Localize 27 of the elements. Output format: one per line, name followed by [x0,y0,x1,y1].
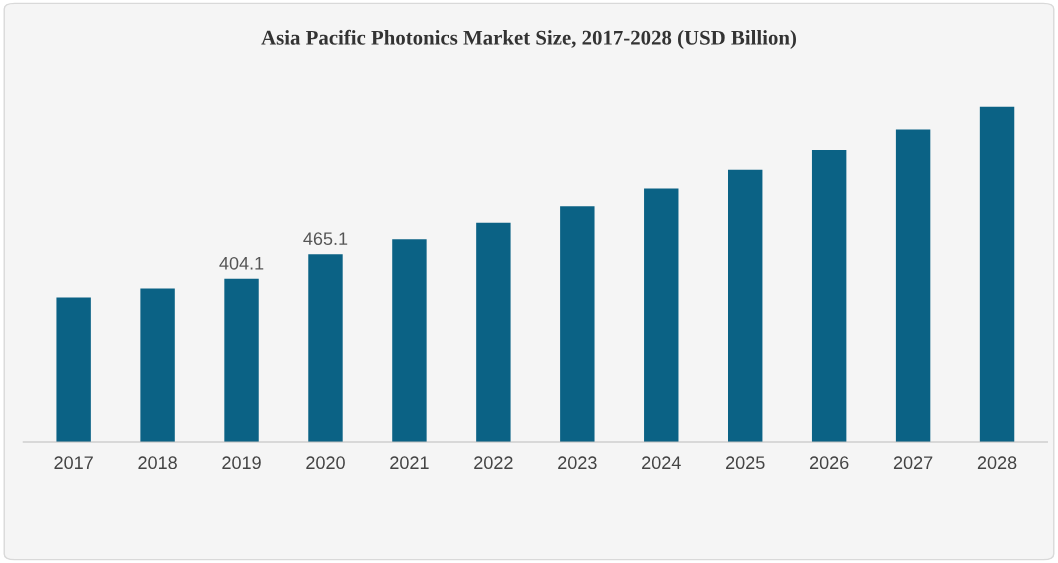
x-tick-label: 2023 [558,456,597,470]
data-label: 465.1 [303,232,348,246]
bar [56,297,91,442]
x-tick-label: 2026 [809,456,849,470]
x-tick-label: 2020 [306,456,345,470]
bar [811,150,847,442]
bar [140,288,175,442]
bar [560,206,595,442]
bar [728,169,763,442]
data-label: 404.1 [219,256,264,270]
x-tick-label: 2024 [642,456,681,470]
bar [476,222,511,442]
x-tick-label: 2025 [726,456,765,470]
x-tick-label: 2019 [222,456,261,470]
bar [308,254,343,442]
bar [392,239,427,442]
bar [895,129,931,442]
bar [224,278,259,442]
x-tick-label: 2022 [474,456,513,470]
x-tick-label: 2028 [977,456,1017,470]
bar [644,188,679,442]
x-tick-label: 2018 [138,456,177,470]
x-tick-label: 2021 [390,456,429,470]
x-tick-label: 2017 [54,456,93,470]
bar [979,106,1015,442]
x-tick-label: 2027 [893,456,933,470]
chart-title: Asia Pacific Photonics Market Size, 2017-2028 (USD Billion) [261,29,796,49]
